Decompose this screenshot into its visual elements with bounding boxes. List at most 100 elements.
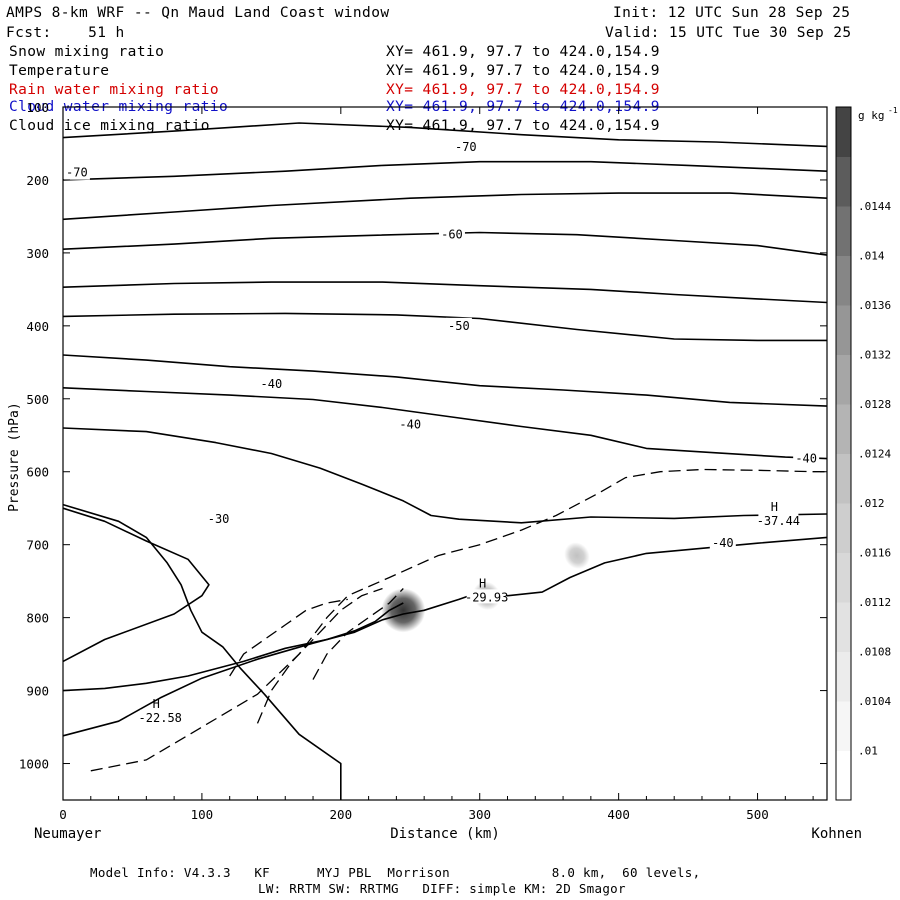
x-right-label: Kohnen — [811, 826, 862, 842]
extremum-value-2: -37.44 — [757, 514, 800, 528]
snow-maximum-2 — [564, 542, 590, 569]
colorbar-tick-9: .0136 — [858, 299, 891, 312]
colorbar-tick-0: .01 — [858, 745, 878, 758]
y-tick-label-300: 300 — [26, 246, 49, 261]
colorbar-segment-5 — [836, 503, 851, 553]
y-tick-label-800: 800 — [26, 611, 49, 626]
x-tick-label-100: 100 — [191, 807, 214, 822]
temperature-contour-1 — [62, 160, 828, 181]
y-tick-label-1000: 1000 — [19, 757, 49, 772]
colorbar-tick-6: .0124 — [858, 448, 891, 461]
colorbar-segment-3 — [836, 602, 851, 652]
y-tick-label-500: 500 — [26, 392, 49, 407]
temperature-label-bg-3 — [445, 317, 472, 333]
init-time: Init: 12 UTC Sun 28 Sep 25 — [613, 5, 851, 21]
temperature-label-bg-1 — [452, 139, 479, 155]
colorbar-tick-7: .0128 — [858, 398, 891, 411]
colorbar-segment-6 — [836, 453, 851, 504]
x-tick-label-0: 0 — [59, 807, 67, 822]
colorbar-segment-9 — [836, 305, 851, 355]
colorbar-segment-12 — [836, 156, 851, 207]
y-axis-label: Pressure (hPa) — [7, 402, 22, 512]
colorbar-segment-10 — [836, 255, 851, 306]
temperature-label-6: -30 — [208, 512, 230, 526]
extremum-bg-1 — [466, 589, 507, 604]
colorbar-tick-4: .0116 — [858, 547, 891, 560]
field-xy-snow: XY= 461.9, 97.7 to 424.0,154.9 — [386, 44, 660, 60]
colorbar-tick-1: .0104 — [858, 695, 891, 708]
colorbar-segment-8 — [836, 354, 851, 405]
colorbar-segment-13 — [836, 107, 851, 157]
colorbar-unit-exponent: -1 — [888, 106, 898, 115]
field-xy-cloud-ice: XY= 461.9, 97.7 to 424.0,154.9 — [386, 118, 660, 134]
temperature-contour-9 — [62, 503, 342, 800]
temperature-label-bg-6 — [205, 511, 232, 527]
temperature-label-5: -40 — [399, 417, 421, 431]
model-info-line-2: LW: RRTM SW: RRTMG DIFF: simple KM: 2D S… — [258, 881, 626, 896]
colorbar-segment-0 — [836, 750, 851, 801]
y-tick-label-900: 900 — [26, 684, 49, 699]
temperature-contour-8 — [62, 427, 828, 524]
temperature-contour-12 — [62, 602, 404, 692]
cloud-ice-contour-2 — [312, 588, 404, 680]
temperature-label-bg-8 — [793, 450, 820, 466]
cloud-ice-contour-1 — [256, 587, 383, 724]
valid-time: Valid: 15 UTC Tue 30 Sep 25 — [605, 25, 852, 41]
colorbar-tick-11: .0144 — [858, 200, 891, 213]
extremum-bg-2 — [758, 512, 799, 527]
forecast-hour: Fcst: 51 h — [6, 25, 125, 41]
colorbar-tick-8: .0132 — [858, 349, 891, 362]
temperature-label-7: -40 — [712, 536, 734, 550]
extremum-value-1: -29.93 — [465, 590, 508, 604]
x-tick-label-200: 200 — [330, 807, 353, 822]
colorbar-segment-1 — [836, 701, 851, 751]
colorbar-tick-5: .012 — [858, 497, 885, 510]
colorbar-segment-4 — [836, 552, 851, 603]
chart-title: AMPS 8-km WRF -- Qn Maud Land Coast wind… — [6, 5, 390, 21]
x-left-label: Neumayer — [34, 826, 101, 842]
colorbar-unit: g kg — [858, 109, 885, 122]
temperature-label-4: -40 — [261, 377, 283, 391]
temperature-label-bg-7 — [709, 535, 736, 551]
extremum-symbol-1: H — [479, 576, 486, 590]
extremum-symbol-2: H — [771, 500, 778, 514]
colorbar-tick-10: .014 — [858, 250, 885, 263]
y-tick-label-100: 100 — [26, 100, 49, 115]
temperature-contour-11 — [62, 536, 828, 737]
x-tick-label-400: 400 — [607, 807, 630, 822]
temperature-label-2: -60 — [441, 228, 463, 242]
temperature-contour-3 — [62, 231, 828, 256]
temperature-contour-5 — [62, 312, 827, 342]
field-name-temperature: Temperature — [9, 63, 110, 79]
temperature-label-bg-0 — [63, 164, 90, 180]
extremum-value-0: -22.58 — [139, 711, 182, 725]
x-tick-label-500: 500 — [746, 807, 769, 822]
extremum-bg-0 — [140, 709, 181, 724]
cloud-ice-contour-3 — [229, 598, 348, 677]
temperature-label-1: -70 — [455, 140, 477, 154]
temperature-label-3: -50 — [448, 319, 470, 333]
temperature-contour-7 — [62, 387, 828, 460]
model-info-line-1: Model Info: V4.3.3 KF MYJ PBL Morrison 8… — [90, 865, 701, 880]
temperature-contour-2 — [62, 192, 828, 221]
plot-frame — [62, 106, 828, 801]
y-tick-label-200: 200 — [26, 173, 49, 188]
extremum-symbol-0: H — [153, 697, 160, 711]
temperature-contour-10 — [62, 507, 210, 663]
x-axis-label: Distance (km) — [390, 826, 500, 842]
temperature-label-bg-4 — [258, 376, 285, 392]
temperature-label-0: -70 — [66, 166, 88, 180]
colorbar-tick-2: .0108 — [858, 646, 891, 659]
colorbar-tick-3: .0112 — [858, 596, 891, 609]
temperature-contour-4 — [62, 281, 828, 304]
field-name-cloud-ice: Cloud ice mixing ratio — [9, 118, 210, 134]
x-tick-label-300: 300 — [468, 807, 491, 822]
colorbar-segment-2 — [836, 651, 851, 702]
cloud-ice-contour-0 — [90, 468, 827, 772]
colorbar-frame — [835, 106, 852, 801]
y-tick-label-400: 400 — [26, 319, 49, 334]
temperature-label-bg-5 — [397, 416, 424, 432]
y-tick-label-700: 700 — [26, 538, 49, 553]
field-xy-rain: XY= 461.9, 97.7 to 424.0,154.9 — [386, 82, 660, 98]
